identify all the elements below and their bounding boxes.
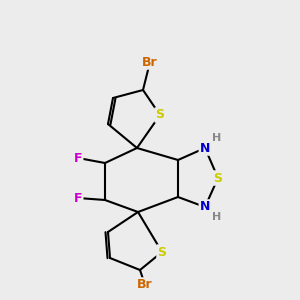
Text: S: S — [214, 172, 223, 184]
Text: H: H — [212, 133, 222, 143]
Text: S: S — [158, 245, 166, 259]
Text: N: N — [200, 142, 210, 154]
Text: Br: Br — [137, 278, 153, 292]
Text: Br: Br — [142, 56, 158, 68]
Text: N: N — [200, 200, 210, 214]
Text: F: F — [74, 191, 82, 205]
Text: S: S — [155, 109, 164, 122]
Text: F: F — [74, 152, 82, 164]
Text: H: H — [212, 212, 222, 222]
